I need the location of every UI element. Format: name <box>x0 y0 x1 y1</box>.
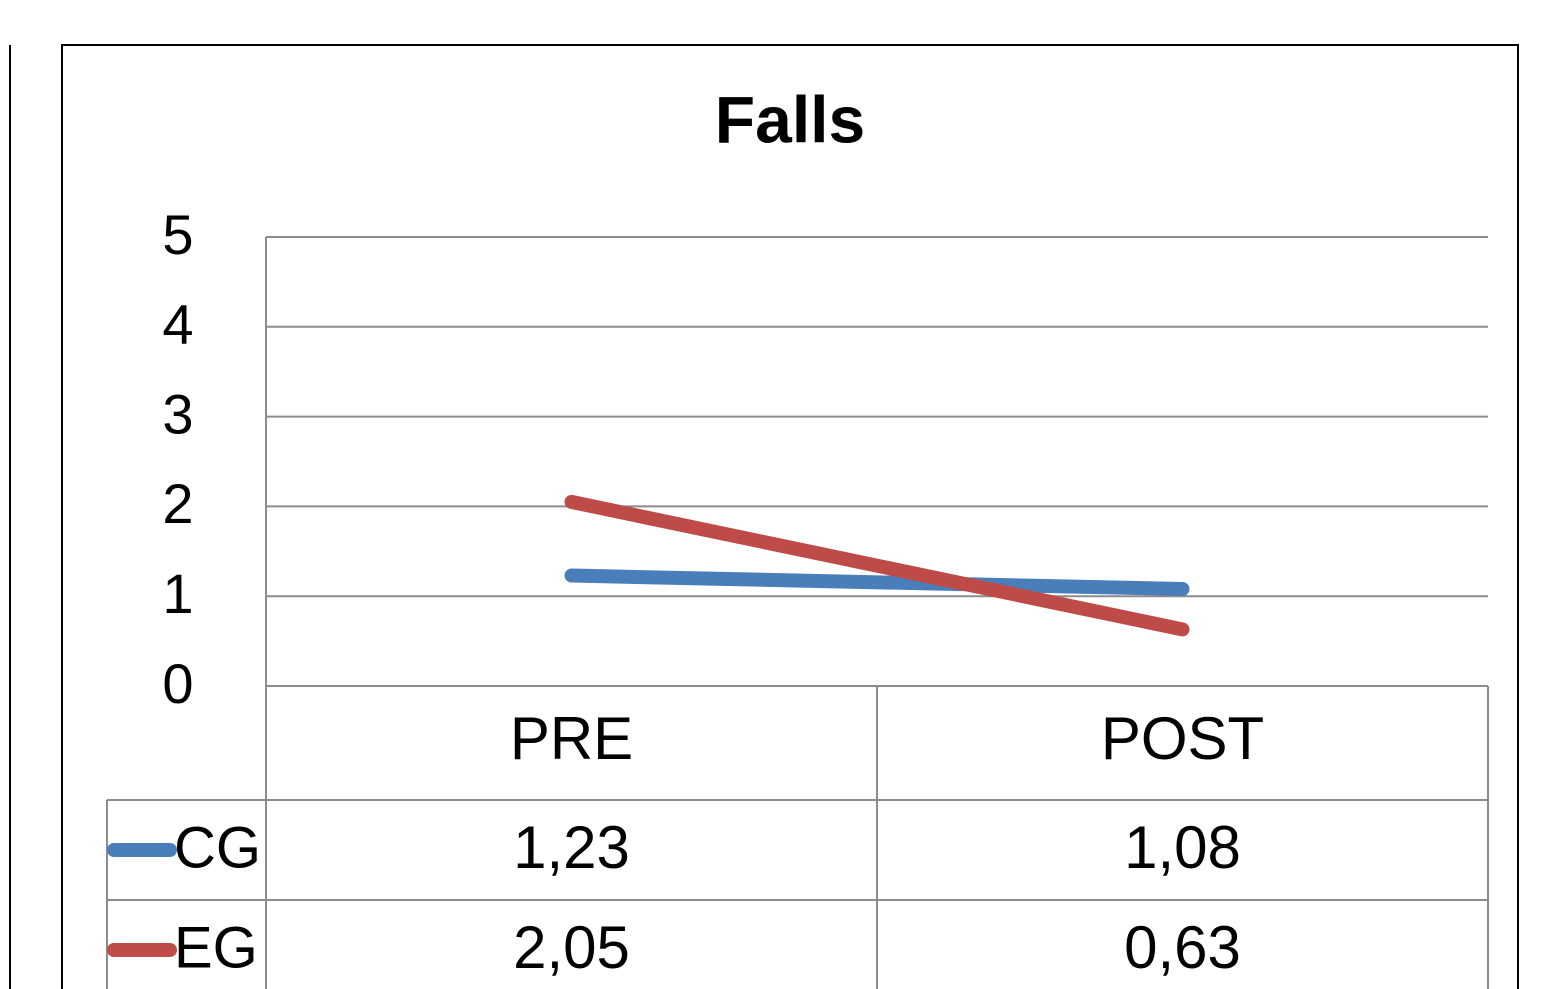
y-tick-label: 0 <box>162 652 193 715</box>
y-tick-label: 4 <box>162 293 193 356</box>
data-label: 1,08 <box>1124 814 1241 881</box>
x-tick-label: PRE <box>510 705 633 772</box>
chart-frame <box>61 44 1519 989</box>
data-label: 0,63 <box>1124 914 1241 981</box>
y-tick-label: 2 <box>162 472 193 535</box>
chart-title: Falls <box>715 82 865 156</box>
data-label: 2,05 <box>513 914 630 981</box>
series-line <box>564 568 1190 597</box>
y-tick-label: 5 <box>162 203 193 266</box>
legend-label: EG <box>174 915 258 980</box>
legend-label: CG <box>174 815 261 880</box>
y-tick-label: 1 <box>162 562 193 625</box>
x-tick-label: POST <box>1101 705 1264 772</box>
series-line <box>564 494 1190 637</box>
y-tick-label: 3 <box>162 382 193 445</box>
data-label: 1,23 <box>513 814 630 881</box>
